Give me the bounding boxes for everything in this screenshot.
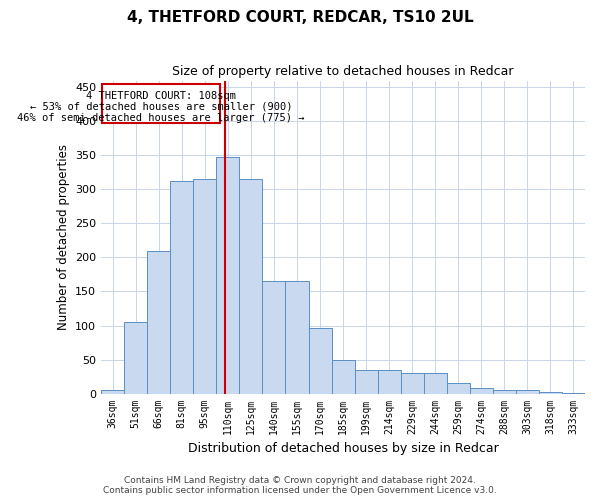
Y-axis label: Number of detached properties: Number of detached properties (56, 144, 70, 330)
Bar (193, 179, 217, 394)
Bar (355, 370, 377, 394)
Bar (262, 282, 286, 394)
Bar (101, 390, 124, 394)
Bar (170, 180, 193, 394)
Bar (217, 158, 239, 394)
Bar (539, 392, 562, 394)
Bar (308, 328, 332, 394)
X-axis label: Distribution of detached houses by size in Redcar: Distribution of detached houses by size … (188, 442, 499, 455)
Bar (447, 384, 470, 394)
FancyBboxPatch shape (103, 84, 220, 122)
Bar (401, 373, 424, 394)
Bar (470, 388, 493, 394)
Bar (377, 370, 401, 394)
Text: 4 THETFORD COURT: 108sqm: 4 THETFORD COURT: 108sqm (86, 91, 236, 101)
Bar (562, 393, 585, 394)
Bar (286, 282, 308, 394)
Bar (516, 390, 539, 394)
Bar (332, 360, 355, 394)
Bar (424, 373, 447, 394)
Text: 4, THETFORD COURT, REDCAR, TS10 2UL: 4, THETFORD COURT, REDCAR, TS10 2UL (127, 10, 473, 25)
Text: Contains HM Land Registry data © Crown copyright and database right 2024.
Contai: Contains HM Land Registry data © Crown c… (103, 476, 497, 495)
Text: ← 53% of detached houses are smaller (900): ← 53% of detached houses are smaller (90… (30, 102, 292, 112)
Bar (124, 322, 147, 394)
Bar (239, 178, 262, 394)
Text: 46% of semi-detached houses are larger (775) →: 46% of semi-detached houses are larger (… (17, 112, 305, 122)
Bar (147, 250, 170, 394)
Title: Size of property relative to detached houses in Redcar: Size of property relative to detached ho… (172, 65, 514, 78)
Bar (493, 390, 516, 394)
